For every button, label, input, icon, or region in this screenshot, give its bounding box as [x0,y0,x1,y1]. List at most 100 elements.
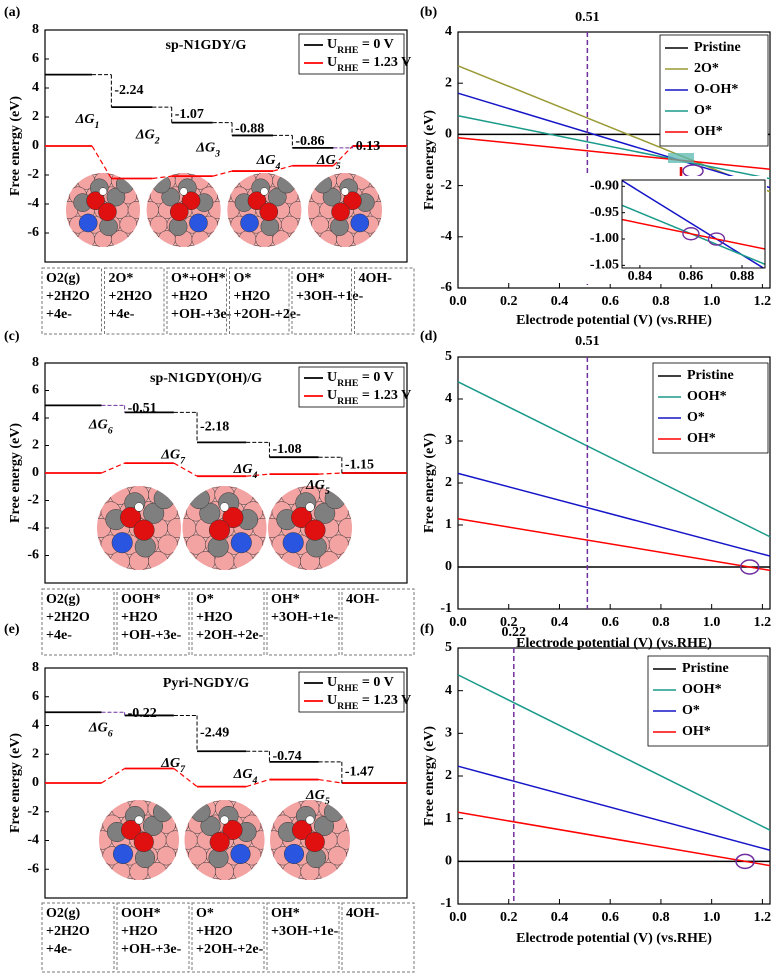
y-axis-label: Free energy (eV) [422,433,437,533]
carbon-ring [116,783,135,802]
carbon-ring [120,877,140,880]
carbon-ring [196,468,216,488]
carbon-ring [196,435,216,455]
text-part: 4 [252,470,258,481]
carbon-ring [248,878,267,897]
carbon-ring [276,114,293,131]
carbon-ring [309,800,329,803]
carbon-ring [99,862,113,880]
carbon-ring [57,799,76,818]
carbon-ring [100,245,117,262]
carbon-ring [262,501,267,522]
carbon-ring [53,419,73,439]
carbon-ring [196,568,216,588]
state-box [266,902,340,973]
carbon-ring [272,419,292,439]
carbon-ring [376,551,396,571]
carbon-ring [146,173,151,175]
carbon-ring [289,201,302,219]
carbon-ring [129,568,149,588]
panel-label: (b) [420,5,437,20]
carbon-ring [297,878,316,897]
carbon-ring [205,435,225,455]
carbon-ring [10,289,27,306]
carbon-ring [373,862,392,881]
y-tick-label: -6 [440,280,452,295]
carbon-ring [200,173,218,175]
carbon-ring [306,736,325,755]
carbon-ring [383,847,402,866]
carbon-ring [103,752,122,771]
carbon-ring [378,245,382,247]
carbon-ring [136,173,140,175]
carbon-ring [234,435,254,455]
oxygen-atom [208,519,230,541]
zoom-region [668,153,694,163]
carbon-ring [215,568,235,588]
gray-atom [106,187,126,207]
nitrogen-atom [189,213,208,233]
carbon-ring [117,245,134,262]
carbon-ring [63,435,83,455]
y-tick-label: 4 [445,24,452,39]
carbon-ring [309,486,330,489]
panel-label: (d) [420,329,437,344]
state-label: +2H2O [46,924,90,939]
state-label: O2(g) [46,592,81,607]
carbon-ring [353,114,370,131]
carbon-ring [155,114,172,131]
carbon-ring [149,245,168,247]
step-name: ΔG5 [316,153,341,172]
carbon-ring [306,767,325,786]
carbon-ring [356,114,373,131]
carbon-ring [369,230,382,247]
carbon-ring [167,601,187,621]
carbon-ring [177,601,197,621]
carbon-ring [346,800,350,803]
text-part: ΔG [160,756,180,771]
carbon-ring [119,486,140,489]
panel-label: (c) [4,329,20,344]
carbon-ring [69,245,87,247]
carbon-ring [19,275,36,292]
x-tick-label: 1.0 [703,615,721,630]
carbon-ring [136,186,140,205]
carbon-ring [63,568,83,588]
carbon-ring [167,551,181,570]
carbon-ring [183,173,202,175]
oxygen-atom [222,506,244,529]
gray-atom [313,815,335,837]
legend-label: O* [687,410,705,425]
carbon-ring [339,435,359,455]
carbon-ring [270,862,284,880]
carbon-ring [148,736,167,755]
carbon-ring [364,847,383,866]
state-label: O*+OH* [171,271,226,286]
carbon-ring [146,245,151,247]
carbon-ring [186,452,206,472]
text-part: 7 [180,455,186,466]
carbon-ring [233,862,253,880]
carbon-ring [244,245,261,262]
carbon-ring [166,736,185,755]
carbon-ring [164,245,181,262]
carbon-ring [129,452,149,472]
legend-label: 2O* [694,61,719,76]
carbon-ring [53,518,73,538]
y-tick-label: 5 [445,349,452,364]
carbon-ring [253,585,273,605]
carbon-ring [127,201,140,219]
carbon-ring [97,486,111,505]
state-label: +H2O [171,289,208,304]
carbon-ring [424,568,444,588]
step-value: -0.86 [295,134,324,149]
y-tick-label: 2 [445,768,452,783]
x-tick-label: 0.8 [652,910,670,925]
oxygen-atom [120,506,142,529]
x-tick-label: 1.2 [754,615,772,630]
carbon-ring [361,173,380,175]
legend-label: Pristine [687,368,734,383]
carbon-ring [279,878,298,897]
carbon-ring [355,736,374,755]
y-tick-label: 6 [32,383,39,398]
